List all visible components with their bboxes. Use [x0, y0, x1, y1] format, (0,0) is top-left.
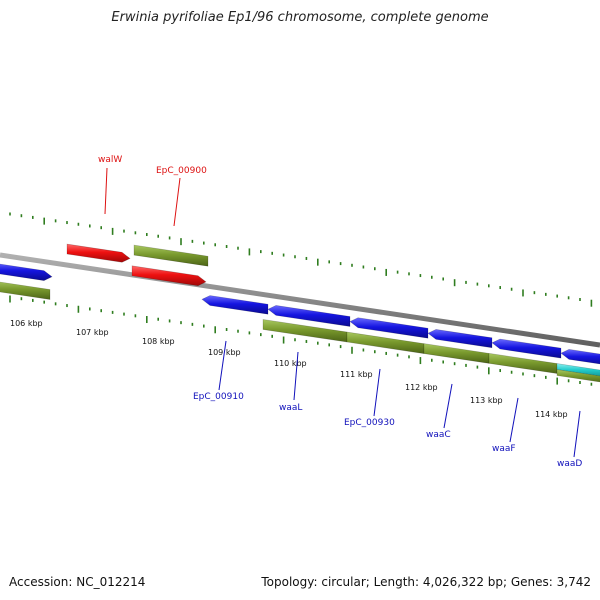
genome-backbone: [0, 252, 600, 348]
gene-feature-walw-shape: [66, 243, 131, 263]
gene-feature-blue-left: [0, 263, 53, 281]
gene-feature-waac-shape: [427, 329, 493, 349]
cds-feature-waaf: [488, 353, 558, 374]
map-title: Erwinia pyrifoliae Ep1/96 chromosome, co…: [111, 10, 489, 25]
cds-feature-waad-shape: [556, 369, 600, 383]
gene-label-bottom: waaC: [426, 430, 451, 440]
rna-feature-waad-shape: [556, 363, 600, 377]
rna-feature-waad: [556, 363, 600, 377]
cds-feature-epc-00900-shape: [133, 244, 209, 267]
ruler-label: 113 kbp: [470, 396, 503, 405]
ruler-label: 108 kbp: [142, 337, 175, 346]
gene-label-leader: [218, 340, 227, 391]
ruler-label: 110 kbp: [274, 359, 307, 368]
gene-label-leader: [104, 167, 108, 215]
cds-feature-waac-shape: [423, 343, 490, 364]
gene-feature-walw: [66, 243, 131, 263]
gene-label-bottom: EpC_00910: [193, 392, 244, 402]
gene-label-leader: [293, 351, 299, 401]
gene-feature-epc-00910: [201, 295, 269, 315]
gene-feature-waaf-shape: [491, 338, 562, 359]
gene-label-top: EpC_00900: [156, 166, 207, 176]
gene-feature-epc-00900: [131, 265, 207, 287]
cds-feature-waaf-shape: [488, 353, 558, 374]
cds-feature-epc-00900: [133, 244, 209, 267]
gene-feature-waad: [560, 349, 600, 365]
gene-feature-epc-00930: [349, 317, 429, 339]
gene-feature-waaf: [491, 338, 562, 359]
gene-label-leader: [573, 410, 581, 458]
gene-label-leader: [443, 383, 453, 429]
ruler-label: 114 kbp: [535, 410, 568, 419]
gene-feature-waac: [427, 329, 493, 349]
gene-label-leader: [509, 397, 519, 443]
ruler-label: 112 kbp: [405, 383, 438, 392]
accession-text: Accession: NC_012214: [9, 575, 146, 589]
gene-feature-waal: [267, 305, 351, 327]
gene-feature-waad-shape: [560, 349, 600, 365]
gene-feature-epc-00930-shape: [349, 317, 429, 339]
gene-feature-blue-left-shape: [0, 263, 53, 281]
gene-label-leader: [173, 177, 181, 227]
gene-label-bottom: EpC_00930: [344, 418, 395, 428]
ruler-label: 106 kbp: [10, 319, 43, 328]
gene-label-top: walW: [98, 155, 122, 165]
ruler-label: 107 kbp: [76, 328, 109, 337]
cds-feature-waad: [556, 369, 600, 383]
gene-label-bottom: waaD: [557, 459, 582, 469]
ruler-label: 111 kbp: [340, 370, 373, 379]
gene-feature-waal-shape: [267, 305, 351, 327]
cds-feature-olive-left: [0, 281, 51, 300]
gene-feature-epc-00900-shape: [131, 265, 207, 287]
gene-label-leader: [373, 368, 381, 417]
cds-feature-olive-left-shape: [0, 281, 51, 300]
gene-feature-epc-00910-shape: [201, 295, 269, 315]
gene-label-bottom: waaF: [492, 444, 516, 454]
cds-feature-waac: [423, 343, 490, 364]
genome-summary-text: Topology: circular; Length: 4,026,322 bp…: [261, 575, 591, 589]
gene-label-bottom: waaL: [279, 403, 302, 413]
